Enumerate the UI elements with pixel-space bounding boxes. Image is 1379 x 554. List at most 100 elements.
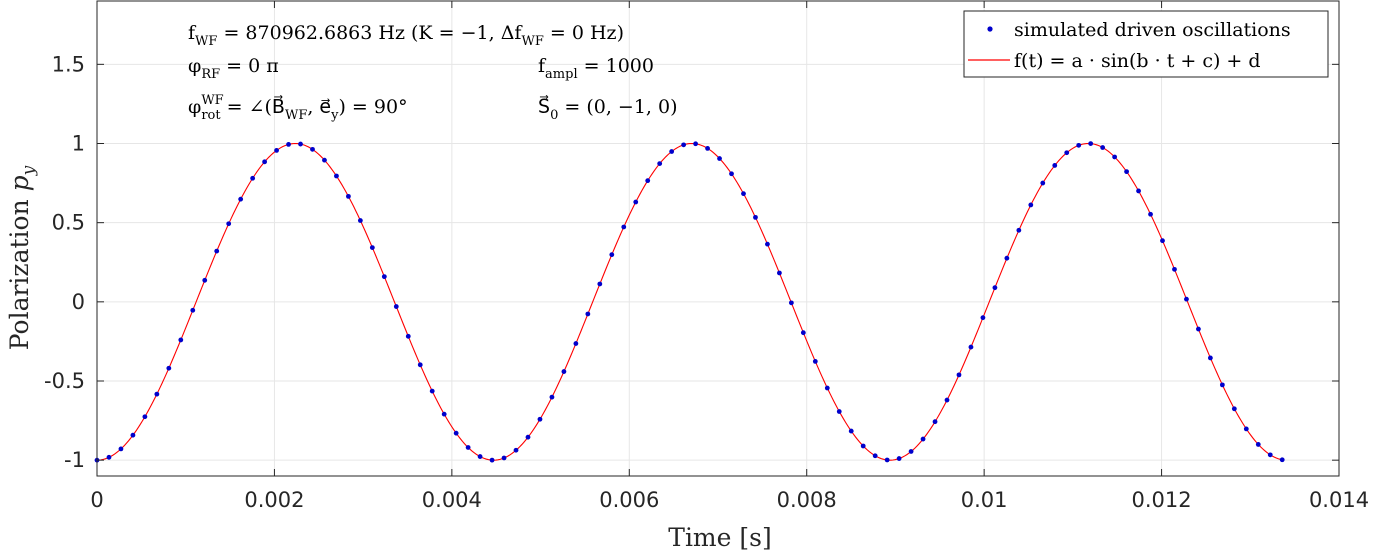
data-point <box>1004 255 1010 261</box>
data-point <box>992 285 998 291</box>
data-point <box>777 270 782 276</box>
data-point <box>741 191 746 197</box>
legend-box <box>963 10 1329 78</box>
data-point <box>836 409 842 414</box>
data-point <box>657 161 663 167</box>
data-point <box>980 315 986 321</box>
data-point <box>1124 169 1129 175</box>
annotation-s0: S⃗0 = (0, −1, 0) <box>538 95 678 123</box>
legend-entry-fit: f(t) = a · sin(b · t + c) + d <box>1014 50 1261 72</box>
marker-layer <box>94 141 1285 463</box>
data-point <box>310 146 315 152</box>
x-tick-label: 0.002 <box>244 488 304 512</box>
y-tick-label: 1 <box>72 132 85 156</box>
legend: simulated driven oscillations f(t) = a ·… <box>963 10 1329 78</box>
data-point <box>357 218 363 223</box>
data-point <box>453 430 459 436</box>
annotation-f-wf: fWF = 870962.6863 Hz (K = −1, ΔfWF = 0 H… <box>188 22 624 49</box>
data-point <box>1112 154 1118 160</box>
data-point <box>166 365 172 371</box>
data-point <box>477 454 483 459</box>
y-axis-label: Polarization py <box>5 165 39 350</box>
y-tick-label: 0 <box>72 290 85 314</box>
data-point <box>753 214 758 220</box>
data-point <box>130 432 136 438</box>
data-point <box>298 141 303 147</box>
x-axis-label: Time [s] <box>668 523 771 552</box>
data-point <box>573 341 579 346</box>
data-point <box>645 178 651 184</box>
data-point <box>800 330 806 336</box>
data-point <box>106 454 112 460</box>
data-point <box>956 372 962 378</box>
data-point <box>585 311 591 317</box>
x-tick-label: 0 <box>90 488 103 512</box>
data-point <box>1196 326 1201 332</box>
data-point <box>729 171 734 177</box>
data-point <box>693 141 698 147</box>
data-point <box>322 157 327 163</box>
y-tick-label: -0.5 <box>44 369 85 393</box>
data-point <box>334 173 339 179</box>
x-tick-label: 0.008 <box>777 488 837 512</box>
data-point <box>621 224 627 230</box>
annotations: fWF = 870962.6863 Hz (K = −1, ΔfWF = 0 H… <box>188 22 678 123</box>
legend-entry-simulated: simulated driven oscillations <box>1014 19 1291 41</box>
data-point <box>537 416 543 422</box>
x-tick-label: 0.012 <box>1132 488 1192 512</box>
fit-curve <box>96 142 1283 461</box>
data-point <box>405 333 411 339</box>
data-point <box>393 304 399 309</box>
data-point <box>429 388 435 394</box>
data-point <box>549 394 555 400</box>
data-point <box>489 457 495 463</box>
data-point <box>465 445 471 450</box>
data-point <box>286 142 291 147</box>
y-tick-label: 0.5 <box>52 211 85 235</box>
data-point <box>609 252 615 258</box>
data-point <box>908 449 914 454</box>
data-point <box>1172 266 1177 272</box>
data-point <box>417 362 423 368</box>
data-point <box>1064 150 1070 156</box>
data-point <box>346 193 351 199</box>
data-point <box>1279 457 1285 463</box>
data-point <box>944 397 950 403</box>
data-point <box>1148 211 1153 217</box>
data-point <box>262 159 268 165</box>
data-point <box>154 391 160 397</box>
data-point <box>202 277 208 283</box>
y-tick-label: 1.5 <box>52 52 85 76</box>
data-point <box>1219 382 1225 388</box>
x-tick-label: 0.014 <box>1309 488 1369 512</box>
data-point <box>561 369 567 374</box>
data-point <box>238 196 244 202</box>
legend-marker <box>987 26 993 32</box>
data-point <box>1040 180 1046 186</box>
data-point <box>1076 142 1082 148</box>
x-tick-label: 0.01 <box>961 488 1008 512</box>
data-point <box>848 428 854 434</box>
data-point <box>1207 355 1213 361</box>
data-point <box>250 175 256 181</box>
data-point <box>178 337 184 343</box>
data-point <box>1231 406 1237 412</box>
data-point <box>1136 188 1141 194</box>
data-point <box>1243 426 1249 432</box>
annotation-phi-rot: φWF rot = ∠(B⃗WF, e⃗y) = 90° <box>188 93 408 123</box>
ticks: 0 0.002 0.004 0.006 0.008 0.01 0.012 0.014 -1 -0.… <box>44 1 1369 512</box>
data-point <box>441 411 447 417</box>
data-point <box>369 245 375 251</box>
data-point <box>381 274 387 280</box>
data-point <box>824 385 830 391</box>
data-point <box>717 156 722 161</box>
data-point <box>1088 141 1094 147</box>
data-point <box>669 149 675 154</box>
y-tick-label: -1 <box>64 448 85 472</box>
data-point <box>190 307 196 313</box>
data-point <box>860 443 866 449</box>
data-point <box>765 241 770 247</box>
annotation-phi-rf: φRF = 0 π <box>188 55 279 82</box>
axes-box <box>96 0 1340 477</box>
